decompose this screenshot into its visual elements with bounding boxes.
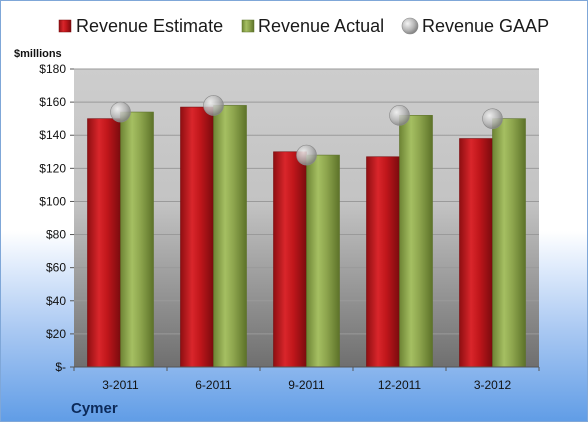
bar-revenue-estimate (366, 156, 400, 368)
bar-revenue-estimate (180, 106, 214, 368)
company-label: Cymer (71, 400, 118, 417)
y-tick-label: $120 (39, 161, 66, 175)
bar-revenue-actual (120, 111, 154, 368)
legend-label-revenue-gaap: Revenue GAAP (422, 16, 549, 36)
x-axis-ticks: 3-2011 6-2011 9-2011 12-2011 3-2012 (73, 367, 540, 392)
y-tick-label: $100 (39, 194, 66, 208)
y-tick-label: $40 (46, 294, 66, 308)
legend-label-revenue-actual: Revenue Actual (258, 16, 384, 36)
legend-swatch-revenue-estimate (58, 19, 72, 33)
gaap-marker (296, 144, 317, 166)
legend-item-revenue-actual: Revenue Actual (241, 16, 384, 36)
chart-legend: Revenue Estimate Revenue Actual Revenue … (58, 16, 549, 36)
legend-item-revenue-gaap: Revenue GAAP (401, 16, 549, 36)
x-tick-label: 6-2011 (195, 378, 232, 392)
y-tick-label: $60 (46, 261, 66, 275)
bars (87, 105, 526, 368)
gaap-marker (482, 108, 503, 129)
legend-item-revenue-estimate: Revenue Estimate (58, 16, 223, 36)
y-tick-label: $- (55, 360, 66, 374)
y-tick-label: $140 (39, 128, 66, 142)
x-tick-label: 3-2012 (474, 378, 512, 392)
y-axis-ticks: $- $20 $40 $60 $80 $100 $120 $140 $160 $180 (39, 62, 66, 374)
gaap-marker (110, 101, 131, 123)
bar-revenue-actual (213, 105, 247, 368)
x-tick-label: 12-2011 (378, 378, 421, 392)
bar-revenue-actual (306, 154, 340, 368)
x-tick-label: 9-2011 (288, 378, 325, 392)
gaap-marker (389, 105, 410, 126)
bar-revenue-estimate (459, 138, 493, 368)
bar-revenue-estimate (273, 151, 307, 368)
y-tick-label: $20 (46, 327, 66, 341)
bar-revenue-actual (399, 115, 433, 368)
gaap-marker (203, 95, 224, 116)
y-tick-label: $80 (46, 228, 66, 242)
y-axis-unit-label: $millions (14, 48, 62, 60)
bar-revenue-estimate (87, 118, 121, 368)
y-tick-label: $160 (39, 95, 66, 109)
x-tick-label: 3-2011 (102, 378, 139, 392)
gaap-markers (110, 95, 503, 166)
legend-swatch-revenue-gaap (401, 17, 419, 35)
legend-label-revenue-estimate: Revenue Estimate (76, 16, 223, 36)
bar-revenue-actual (492, 118, 526, 368)
y-tick-label: $180 (39, 62, 66, 76)
legend-swatch-revenue-actual (241, 19, 255, 33)
